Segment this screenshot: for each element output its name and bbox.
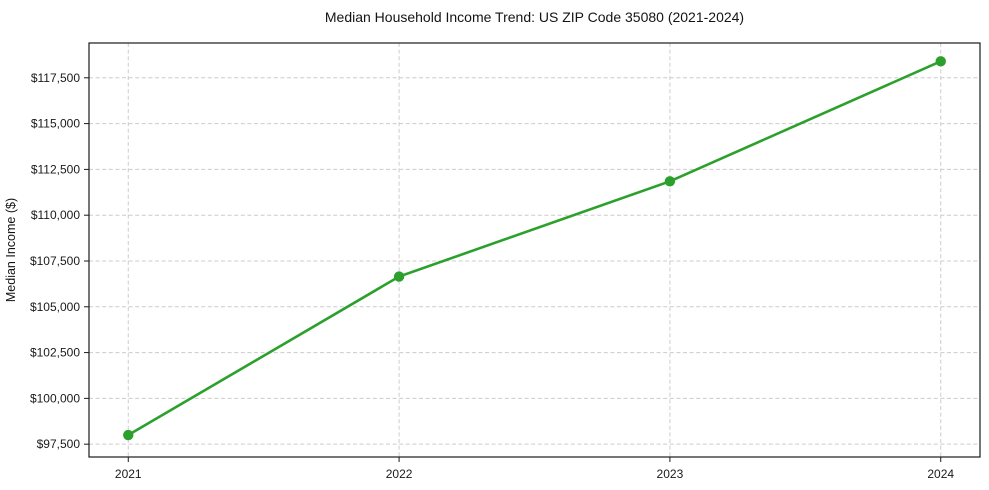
x-tick-label: 2024 xyxy=(927,467,954,481)
y-tick-label: $112,500 xyxy=(31,162,80,176)
y-tick-label: $115,000 xyxy=(31,117,80,131)
chart-title: Median Household Income Trend: US ZIP Co… xyxy=(324,9,745,25)
y-tick-label: $102,500 xyxy=(30,346,80,360)
tick-layer: $97,500 $100,000 $102,500 $105,000 $107,500 $… xyxy=(30,71,954,481)
y-axis-label: Median Income ($) xyxy=(4,198,18,302)
plot-frame xyxy=(88,42,981,458)
data-point-2022 xyxy=(393,271,405,282)
data-point-2021 xyxy=(123,429,134,441)
trend-line xyxy=(126,60,943,437)
grid-layer xyxy=(89,43,980,457)
series-layer xyxy=(123,56,946,441)
data-point-2023 xyxy=(664,176,676,187)
y-tick-label: $107,500 xyxy=(30,254,80,268)
x-tick-label: 2021 xyxy=(115,467,142,481)
y-tick-label: $110,000 xyxy=(31,208,80,222)
x-tick-label: 2022 xyxy=(386,467,413,481)
y-tick-label: $105,000 xyxy=(30,300,80,314)
y-tick-label: $117,500 xyxy=(31,71,80,85)
x-tick-label: 2023 xyxy=(657,467,684,481)
data-point-2024 xyxy=(935,56,946,67)
y-tick-label: $97,500 xyxy=(37,437,81,451)
y-tick-label: $100,000 xyxy=(30,391,80,405)
